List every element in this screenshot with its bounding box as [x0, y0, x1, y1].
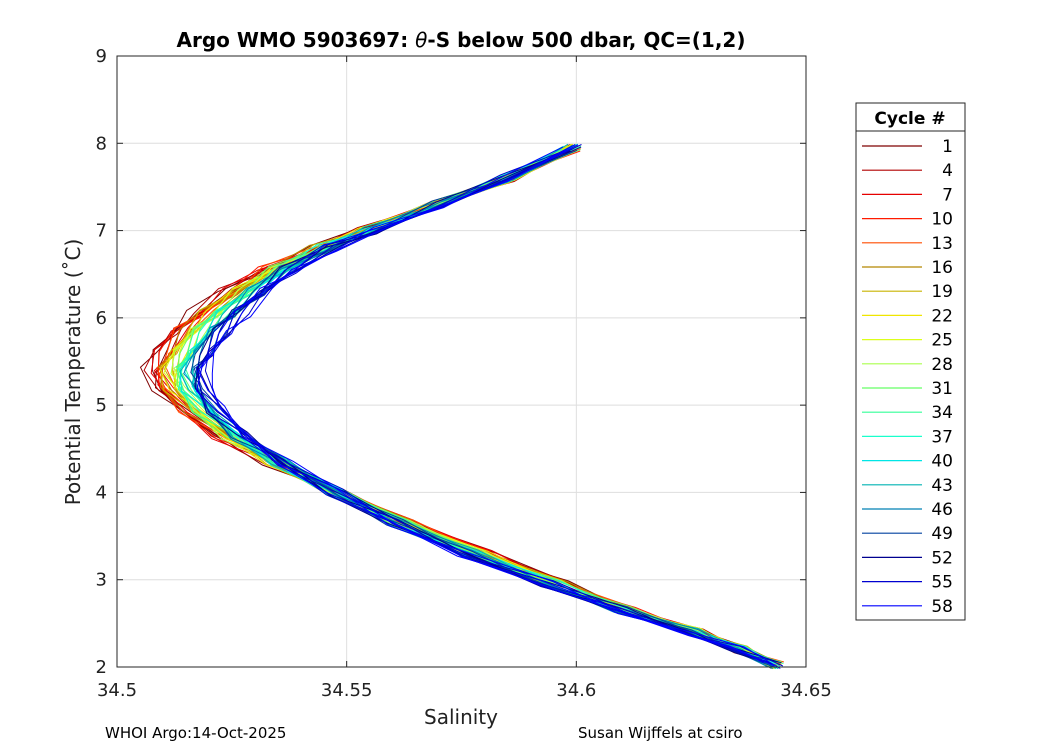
legend-label: 37: [931, 427, 953, 447]
y-axis-label: Potential Temperature (˚C): [61, 239, 85, 506]
legend-label: 31: [931, 379, 953, 399]
x-tick-label: 34.5: [97, 680, 137, 701]
x-tick-label: 34.65: [780, 680, 832, 701]
legend-label: 1: [942, 137, 953, 157]
legend-label: 55: [931, 573, 953, 593]
profile-line-cycle-55: [195, 146, 771, 664]
legend-title: Cycle #: [874, 109, 945, 129]
legend-label: 25: [931, 331, 953, 351]
profile-line-cycle-55: [204, 144, 784, 667]
legend-box: [855, 102, 966, 621]
legend-label: 43: [931, 476, 953, 496]
series-group: [139, 143, 785, 670]
y-tick-label: 3: [96, 570, 107, 591]
legend-label: 13: [931, 234, 953, 254]
legend-label: 52: [931, 548, 953, 568]
y-tick-label: 9: [96, 46, 107, 67]
x-axis-label: Salinity: [424, 705, 498, 729]
legend-items: 1 4 7 10 13 16 19 22 25 28 31 34 37 40 43 46 49 52 55 58: [862, 137, 953, 617]
y-tick-label: 7: [96, 221, 107, 242]
plot-frame: [116, 55, 807, 668]
legend-label: 49: [931, 524, 953, 544]
legend-label: 16: [931, 258, 953, 278]
y-tick-label: 8: [96, 133, 107, 154]
profile-line-cycle-58: [197, 144, 775, 667]
x-tick-label: 34.6: [556, 680, 596, 701]
legend-label: 10: [931, 210, 953, 230]
legend-label: 58: [931, 597, 953, 617]
y-tick-label: 4: [96, 482, 107, 503]
y-tick-label: 5: [96, 395, 107, 416]
ticks: 34.5 34.55 34.6 34.65 2 3 4 5 6 7 8 9: [96, 46, 832, 701]
legend-label: 46: [931, 500, 953, 520]
legend-label: 19: [931, 282, 953, 302]
x-tick-label: 34.55: [321, 680, 373, 701]
footer-credit: Susan Wijffels at csiro: [578, 724, 743, 742]
profile-line-cycle-58: [195, 146, 765, 664]
profile-line-cycle-58: [211, 144, 781, 669]
footer-source: WHOI Argo:14-Oct-2025: [105, 724, 287, 742]
plot-area: [117, 56, 806, 667]
legend-label: 34: [931, 403, 953, 423]
legend-label: 40: [931, 452, 953, 472]
legend-label: 22: [931, 306, 953, 326]
chart-title: Argo WMO 5903697: θ-S below 500 dbar, QC…: [177, 28, 746, 52]
y-tick-label: 6: [96, 308, 107, 329]
legend-label: 4: [942, 161, 953, 181]
legend: Cycle # 1 4 7 10 13 16 19 22 25 28 31 34 37 40 43 46 49 5…: [855, 102, 966, 621]
legend-label: 7: [942, 185, 953, 205]
legend-label: 28: [931, 355, 953, 375]
y-tick-label: 2: [96, 657, 107, 678]
